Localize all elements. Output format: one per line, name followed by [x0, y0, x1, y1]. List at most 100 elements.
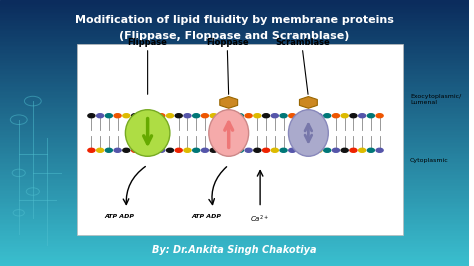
Bar [0, 61, 469, 64]
Circle shape [219, 114, 226, 118]
Bar [0, 106, 469, 109]
Circle shape [245, 114, 252, 118]
Bar [0, 186, 469, 189]
Circle shape [201, 148, 209, 152]
Circle shape [350, 148, 357, 152]
Circle shape [280, 114, 287, 118]
Bar [0, 205, 469, 207]
Circle shape [175, 148, 182, 152]
Bar [0, 197, 469, 200]
Bar [0, 194, 469, 197]
Text: $Ca^{2+}$: $Ca^{2+}$ [250, 214, 270, 225]
Circle shape [149, 114, 156, 118]
Bar [0, 253, 469, 255]
Bar [0, 98, 469, 101]
Bar [0, 221, 469, 223]
Bar [0, 117, 469, 120]
Circle shape [201, 114, 209, 118]
Bar [0, 19, 469, 21]
Bar [0, 157, 469, 160]
Bar [0, 258, 469, 261]
Bar [0, 24, 469, 27]
Text: Scramblase: Scramblase [275, 38, 329, 47]
Circle shape [324, 148, 331, 152]
Circle shape [315, 114, 322, 118]
Bar [0, 229, 469, 231]
Bar [0, 130, 469, 133]
Bar [0, 202, 469, 205]
Circle shape [367, 114, 374, 118]
Bar [0, 125, 469, 128]
Circle shape [175, 114, 182, 118]
Circle shape [237, 148, 243, 152]
Bar [0, 120, 469, 122]
Bar [0, 189, 469, 192]
Bar [0, 64, 469, 66]
Bar [0, 168, 469, 170]
Circle shape [332, 114, 339, 118]
Circle shape [376, 114, 383, 118]
Bar [0, 122, 469, 125]
Bar [0, 200, 469, 202]
Circle shape [123, 148, 130, 152]
Text: Floppase: Floppase [206, 38, 249, 47]
Bar [0, 215, 469, 218]
Bar [0, 45, 469, 48]
Circle shape [237, 114, 243, 118]
Circle shape [210, 148, 217, 152]
Circle shape [184, 114, 191, 118]
Bar [0, 0, 469, 3]
Bar [0, 239, 469, 242]
Bar [0, 101, 469, 104]
Bar [0, 88, 469, 90]
Bar [0, 184, 469, 186]
Bar [0, 160, 469, 162]
Circle shape [158, 114, 165, 118]
Circle shape [332, 148, 339, 152]
Bar [0, 165, 469, 168]
Bar [0, 85, 469, 88]
Text: Modification of lipid fluidity by membrane proteins: Modification of lipid fluidity by membra… [75, 15, 394, 25]
Circle shape [271, 114, 278, 118]
Circle shape [263, 148, 270, 152]
Circle shape [298, 148, 304, 152]
Ellipse shape [289, 110, 328, 156]
Bar [0, 82, 469, 85]
Text: Cytoplasmic: Cytoplasmic [410, 159, 449, 163]
Circle shape [254, 114, 261, 118]
Circle shape [298, 114, 304, 118]
Bar [0, 181, 469, 184]
Bar [0, 128, 469, 130]
Bar [0, 226, 469, 229]
Bar [0, 242, 469, 245]
Bar [0, 245, 469, 247]
Bar [0, 223, 469, 226]
Circle shape [263, 114, 270, 118]
Bar [0, 13, 469, 16]
Circle shape [140, 114, 147, 118]
Bar [0, 213, 469, 215]
Bar [0, 170, 469, 173]
Circle shape [245, 148, 252, 152]
Ellipse shape [209, 110, 249, 156]
Circle shape [193, 148, 200, 152]
Circle shape [193, 114, 200, 118]
Bar [0, 114, 469, 117]
Circle shape [254, 148, 261, 152]
Circle shape [219, 148, 226, 152]
Bar [0, 74, 469, 77]
Circle shape [132, 114, 138, 118]
Bar [77, 44, 403, 235]
Bar [0, 237, 469, 239]
Circle shape [158, 148, 165, 152]
Circle shape [140, 148, 147, 152]
Bar [0, 48, 469, 51]
Circle shape [280, 148, 287, 152]
Bar [0, 263, 469, 266]
Bar [0, 207, 469, 210]
Bar [0, 72, 469, 74]
Text: Flippase: Flippase [128, 38, 168, 47]
Bar [0, 146, 469, 149]
Bar [0, 51, 469, 53]
Bar [0, 66, 469, 69]
